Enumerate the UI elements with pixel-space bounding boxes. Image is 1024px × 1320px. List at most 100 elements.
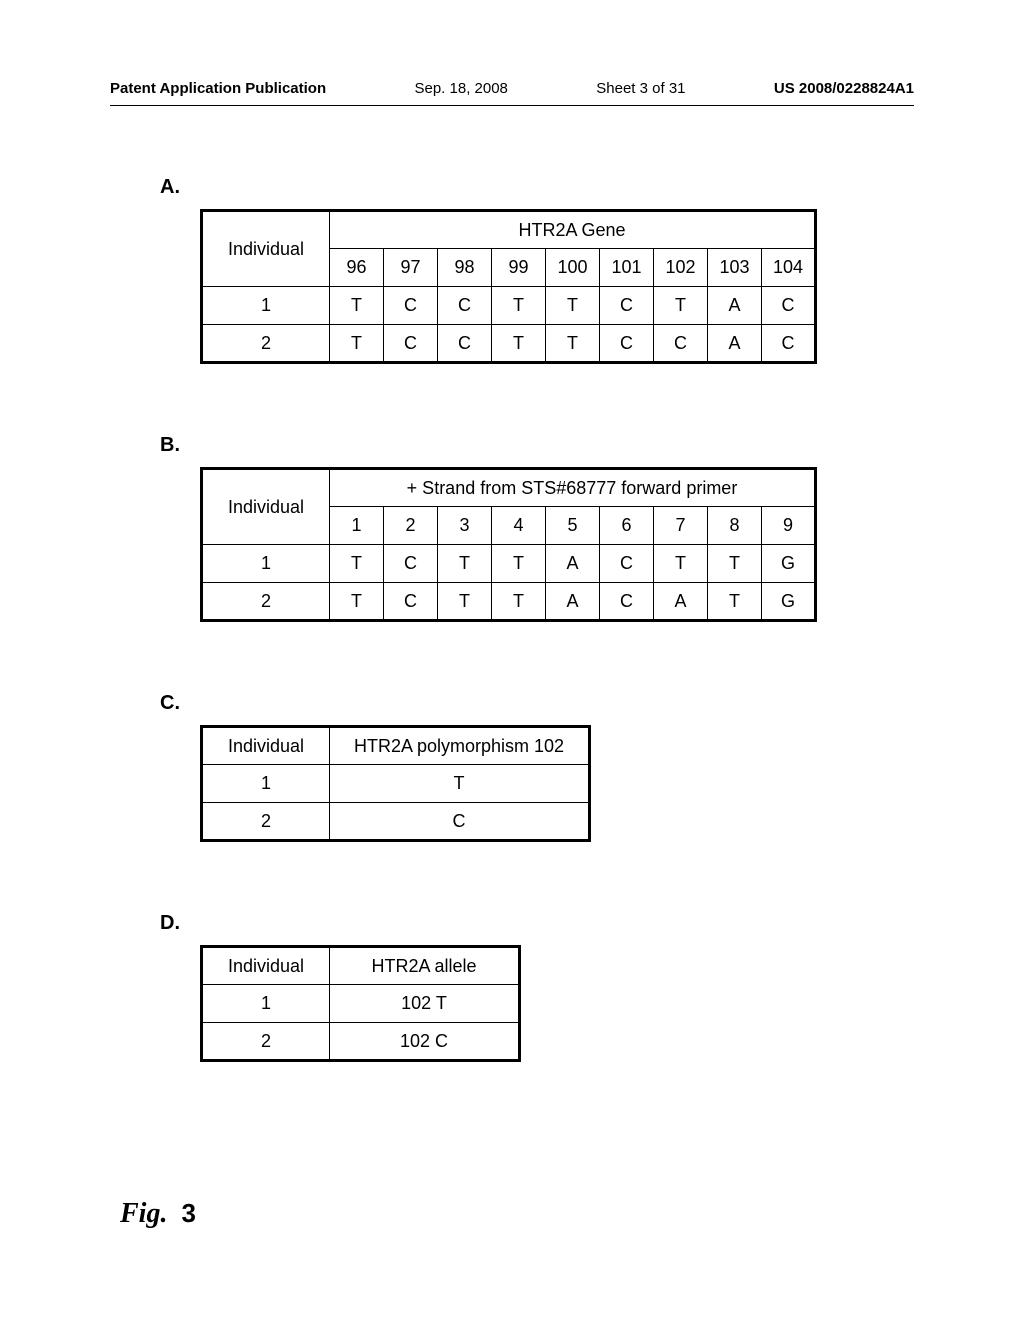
row-id: 2 bbox=[202, 325, 330, 363]
cell: C bbox=[762, 325, 816, 363]
cell: T bbox=[546, 325, 600, 363]
col-header: 9 bbox=[762, 507, 816, 545]
patent-number: US 2008/0228824A1 bbox=[774, 80, 914, 97]
section-c: C. Individual HTR2A polymorphism 102 1 T… bbox=[160, 692, 914, 842]
row-id: 2 bbox=[202, 803, 330, 841]
row-id: 1 bbox=[202, 545, 330, 583]
col-header: 101 bbox=[600, 249, 654, 287]
strand-header: + Strand from STS#68777 forward primer bbox=[330, 469, 816, 507]
col-header: 99 bbox=[492, 249, 546, 287]
table-d: Individual HTR2A allele 1 102 T 2 102 C bbox=[200, 945, 521, 1062]
figure-label: Fig. bbox=[120, 1198, 167, 1229]
cell: G bbox=[762, 583, 816, 621]
content-area: A. Individual HTR2A Gene 96 97 98 99 100… bbox=[110, 106, 914, 1062]
section-b-label: B. bbox=[160, 434, 914, 457]
individual-header: Individual bbox=[202, 947, 330, 985]
section-a-label: A. bbox=[160, 176, 914, 199]
individual-header: Individual bbox=[202, 211, 330, 287]
row-id: 1 bbox=[202, 287, 330, 325]
sheet-number: Sheet 3 of 31 bbox=[596, 80, 685, 97]
table-row: 1 T C T T A C T T G bbox=[202, 545, 816, 583]
row-id: 2 bbox=[202, 583, 330, 621]
page: Patent Application Publication Sep. 18, … bbox=[0, 0, 1024, 1320]
table-row: 2 T C T T A C A T G bbox=[202, 583, 816, 621]
cell: T bbox=[492, 287, 546, 325]
cell: C bbox=[600, 325, 654, 363]
page-header: Patent Application Publication Sep. 18, … bbox=[110, 80, 914, 106]
cell: 102 C bbox=[330, 1023, 520, 1061]
table-row: 1 T bbox=[202, 765, 590, 803]
cell: T bbox=[330, 287, 384, 325]
allele-header: HTR2A allele bbox=[330, 947, 520, 985]
section-c-label: C. bbox=[160, 692, 914, 715]
col-header: 97 bbox=[384, 249, 438, 287]
cell: A bbox=[654, 583, 708, 621]
table-row: 2 T C C T T C C A C bbox=[202, 325, 816, 363]
cell: T bbox=[492, 325, 546, 363]
table-row: 2 102 C bbox=[202, 1023, 520, 1061]
cell: C bbox=[384, 545, 438, 583]
cell: T bbox=[438, 583, 492, 621]
gene-header: HTR2A Gene bbox=[330, 211, 816, 249]
col-header: 1 bbox=[330, 507, 384, 545]
publication-date: Sep. 18, 2008 bbox=[414, 80, 507, 97]
individual-header: Individual bbox=[202, 727, 330, 765]
table-row: 1 102 T bbox=[202, 985, 520, 1023]
cell: C bbox=[384, 325, 438, 363]
cell: C bbox=[384, 287, 438, 325]
individual-header: Individual bbox=[202, 469, 330, 545]
table-a: Individual HTR2A Gene 96 97 98 99 100 10… bbox=[200, 209, 817, 364]
col-header: 8 bbox=[708, 507, 762, 545]
col-header: 102 bbox=[654, 249, 708, 287]
col-header: 100 bbox=[546, 249, 600, 287]
table-row: Individual HTR2A Gene bbox=[202, 211, 816, 249]
cell: A bbox=[708, 325, 762, 363]
col-header: 4 bbox=[492, 507, 546, 545]
cell: A bbox=[708, 287, 762, 325]
table-b: Individual + Strand from STS#68777 forwa… bbox=[200, 467, 817, 622]
publication-label: Patent Application Publication bbox=[110, 80, 326, 97]
table-c: Individual HTR2A polymorphism 102 1 T 2 … bbox=[200, 725, 591, 842]
cell: T bbox=[654, 287, 708, 325]
table-row: Individual HTR2A allele bbox=[202, 947, 520, 985]
row-id: 1 bbox=[202, 985, 330, 1023]
cell: T bbox=[708, 583, 762, 621]
table-row: 2 C bbox=[202, 803, 590, 841]
cell: T bbox=[330, 583, 384, 621]
cell: G bbox=[762, 545, 816, 583]
row-id: 2 bbox=[202, 1023, 330, 1061]
cell: C bbox=[438, 287, 492, 325]
col-header: 7 bbox=[654, 507, 708, 545]
section-d-label: D. bbox=[160, 912, 914, 935]
cell: A bbox=[546, 583, 600, 621]
cell: T bbox=[330, 765, 590, 803]
col-header: 104 bbox=[762, 249, 816, 287]
col-header: 5 bbox=[546, 507, 600, 545]
polymorphism-header: HTR2A polymorphism 102 bbox=[330, 727, 590, 765]
row-id: 1 bbox=[202, 765, 330, 803]
cell: T bbox=[708, 545, 762, 583]
cell: T bbox=[546, 287, 600, 325]
cell: C bbox=[600, 583, 654, 621]
cell: C bbox=[600, 545, 654, 583]
col-header: 96 bbox=[330, 249, 384, 287]
section-d: D. Individual HTR2A allele 1 102 T 2 102… bbox=[160, 912, 914, 1062]
cell: A bbox=[546, 545, 600, 583]
col-header: 3 bbox=[438, 507, 492, 545]
cell: T bbox=[654, 545, 708, 583]
cell: T bbox=[492, 545, 546, 583]
section-a: A. Individual HTR2A Gene 96 97 98 99 100… bbox=[160, 176, 914, 364]
table-row: 1 T C C T T C T A C bbox=[202, 287, 816, 325]
col-header: 98 bbox=[438, 249, 492, 287]
figure-number: 3 bbox=[181, 1198, 195, 1228]
cell: T bbox=[438, 545, 492, 583]
cell: T bbox=[330, 545, 384, 583]
figure-caption: Fig. 3 bbox=[120, 1198, 196, 1230]
cell: C bbox=[438, 325, 492, 363]
cell: 102 T bbox=[330, 985, 520, 1023]
col-header: 6 bbox=[600, 507, 654, 545]
cell: T bbox=[330, 325, 384, 363]
cell: C bbox=[654, 325, 708, 363]
col-header: 2 bbox=[384, 507, 438, 545]
cell: C bbox=[384, 583, 438, 621]
